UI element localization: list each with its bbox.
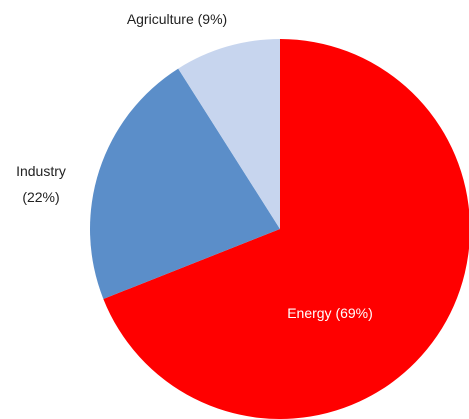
pie-slice-agriculture — [178, 39, 280, 229]
pie-slice-industry — [89, 68, 281, 299]
pie-label-industry: Industry (22%) — [16, 163, 66, 205]
pie-label-energy: Energy (69%) — [287, 305, 373, 321]
pie-labels: Energy (69%) Industry (22%) Agriculture (9%… — [16, 11, 373, 321]
pie-slices — [89, 39, 469, 419]
pie-label-agriculture: Agriculture (9%) — [127, 11, 227, 27]
pie-slice-energy — [103, 39, 469, 419]
